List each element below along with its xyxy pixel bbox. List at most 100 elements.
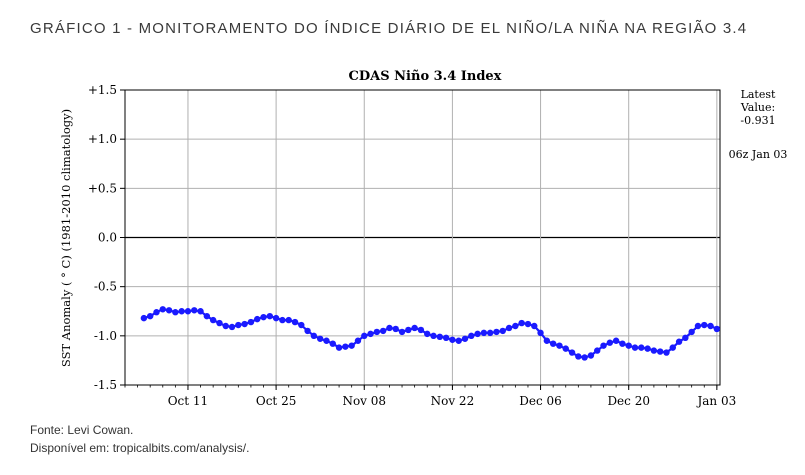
y-tick-label: -1.5 (94, 378, 117, 392)
data-point (612, 337, 620, 344)
data-point (316, 335, 324, 342)
data-point (310, 332, 318, 340)
data-point (392, 325, 399, 333)
data-point (524, 320, 532, 328)
availability-line: Disponível em: tropicalbits.com/analysis… (30, 441, 250, 455)
data-point (430, 332, 437, 340)
latest-label-line1: Latest (741, 88, 776, 101)
data-point (436, 333, 444, 341)
data-point (707, 322, 714, 330)
data-point (386, 324, 393, 332)
data-point (600, 342, 607, 349)
axes: +1.5 +1.0 +0.5 0.0 -0.5 -1.0 -1.5 Oct 11 Oct 25 N… (88, 83, 736, 408)
data-point (493, 328, 500, 336)
data-point (291, 318, 299, 326)
data-point (619, 340, 626, 347)
data-point (644, 345, 651, 352)
x-tick-label: Nov 22 (431, 394, 475, 408)
data-point (631, 344, 639, 351)
data-point (304, 327, 311, 335)
data-point (468, 332, 475, 340)
data-point (512, 322, 519, 330)
data-point (638, 344, 645, 351)
chart-title: CDAS Niño 3.4 Index (349, 69, 502, 84)
data-point (688, 328, 695, 336)
figure-caption: GRÁFICO 1 - MONITORAMENTO DO ÍNDICE DIÁR… (30, 20, 748, 37)
source-line: Fonte: Levi Cowan. (30, 423, 134, 437)
data-point (568, 349, 576, 356)
data-point (606, 339, 614, 346)
data-point (348, 342, 355, 349)
data-point (191, 307, 198, 314)
data-point (323, 337, 330, 344)
series-line (143, 308, 718, 359)
data-point (499, 327, 506, 335)
data-point (247, 318, 255, 326)
data-point (587, 352, 595, 359)
data-point (537, 329, 544, 337)
data-point (650, 347, 658, 354)
latest-value: -0.931 (740, 114, 775, 127)
x-tick-label: Oct 11 (168, 394, 208, 408)
data-point (682, 334, 689, 341)
data-point (254, 315, 261, 323)
data-point (411, 324, 418, 332)
footer: Fonte: Levi Cowan. Disponível em: tropic… (30, 421, 249, 457)
data-point (518, 319, 525, 327)
x-tick-label: Dec 20 (607, 394, 650, 408)
data-point (235, 321, 242, 329)
data-point (424, 330, 431, 338)
y-tick-label: -1.0 (94, 329, 117, 343)
data-point (663, 349, 670, 356)
data-point (461, 335, 469, 342)
latest-label-line2: Value: (740, 101, 775, 114)
data-point (575, 353, 582, 360)
y-tick-label: +0.5 (88, 181, 117, 195)
data-point (335, 344, 343, 351)
data-point (272, 314, 280, 322)
data-point (285, 316, 292, 324)
data-point (153, 309, 160, 316)
data-point (543, 337, 551, 344)
y-tick-label: 0.0 (98, 231, 117, 245)
data-point (701, 321, 708, 329)
data-point (209, 316, 217, 324)
data-point (405, 326, 412, 334)
data-point (354, 337, 362, 344)
data-point (549, 340, 557, 347)
x-tick-label: Oct 25 (256, 394, 296, 408)
data-point (178, 308, 185, 315)
data-point (329, 340, 336, 347)
y-tick-label: -0.5 (94, 280, 117, 294)
data-point (279, 316, 286, 324)
data-point (197, 308, 204, 315)
y-tick-label: +1.5 (88, 83, 117, 97)
data-point (594, 347, 601, 354)
chart: CDAS Niño 3.4 Index SST Anomaly ( ° C) (… (59, 69, 788, 408)
data-point (455, 337, 462, 344)
data-point (669, 344, 676, 351)
data-point (581, 354, 588, 361)
data-point (184, 308, 192, 315)
data-point (203, 312, 211, 320)
data-point (531, 322, 538, 330)
data-point (146, 312, 154, 320)
data-point (417, 326, 425, 334)
data-point (140, 314, 148, 322)
data-point (556, 342, 563, 349)
y-axis-label: SST Anomaly ( ° C) (1981-2010 climatolog… (59, 109, 73, 367)
latest-value-box: Latest Value: -0.931 06z Jan 03 (729, 88, 788, 161)
data-point (260, 313, 267, 321)
data-point (449, 336, 456, 343)
data-point (474, 330, 481, 338)
data-point (486, 329, 494, 337)
data-point (222, 322, 229, 330)
data-point (159, 306, 166, 313)
data-point (266, 312, 274, 320)
data-point (361, 332, 368, 340)
data-point (373, 328, 381, 336)
data-point (172, 309, 179, 316)
data-point (367, 330, 374, 338)
data-point (228, 323, 236, 331)
data-point (342, 343, 349, 350)
